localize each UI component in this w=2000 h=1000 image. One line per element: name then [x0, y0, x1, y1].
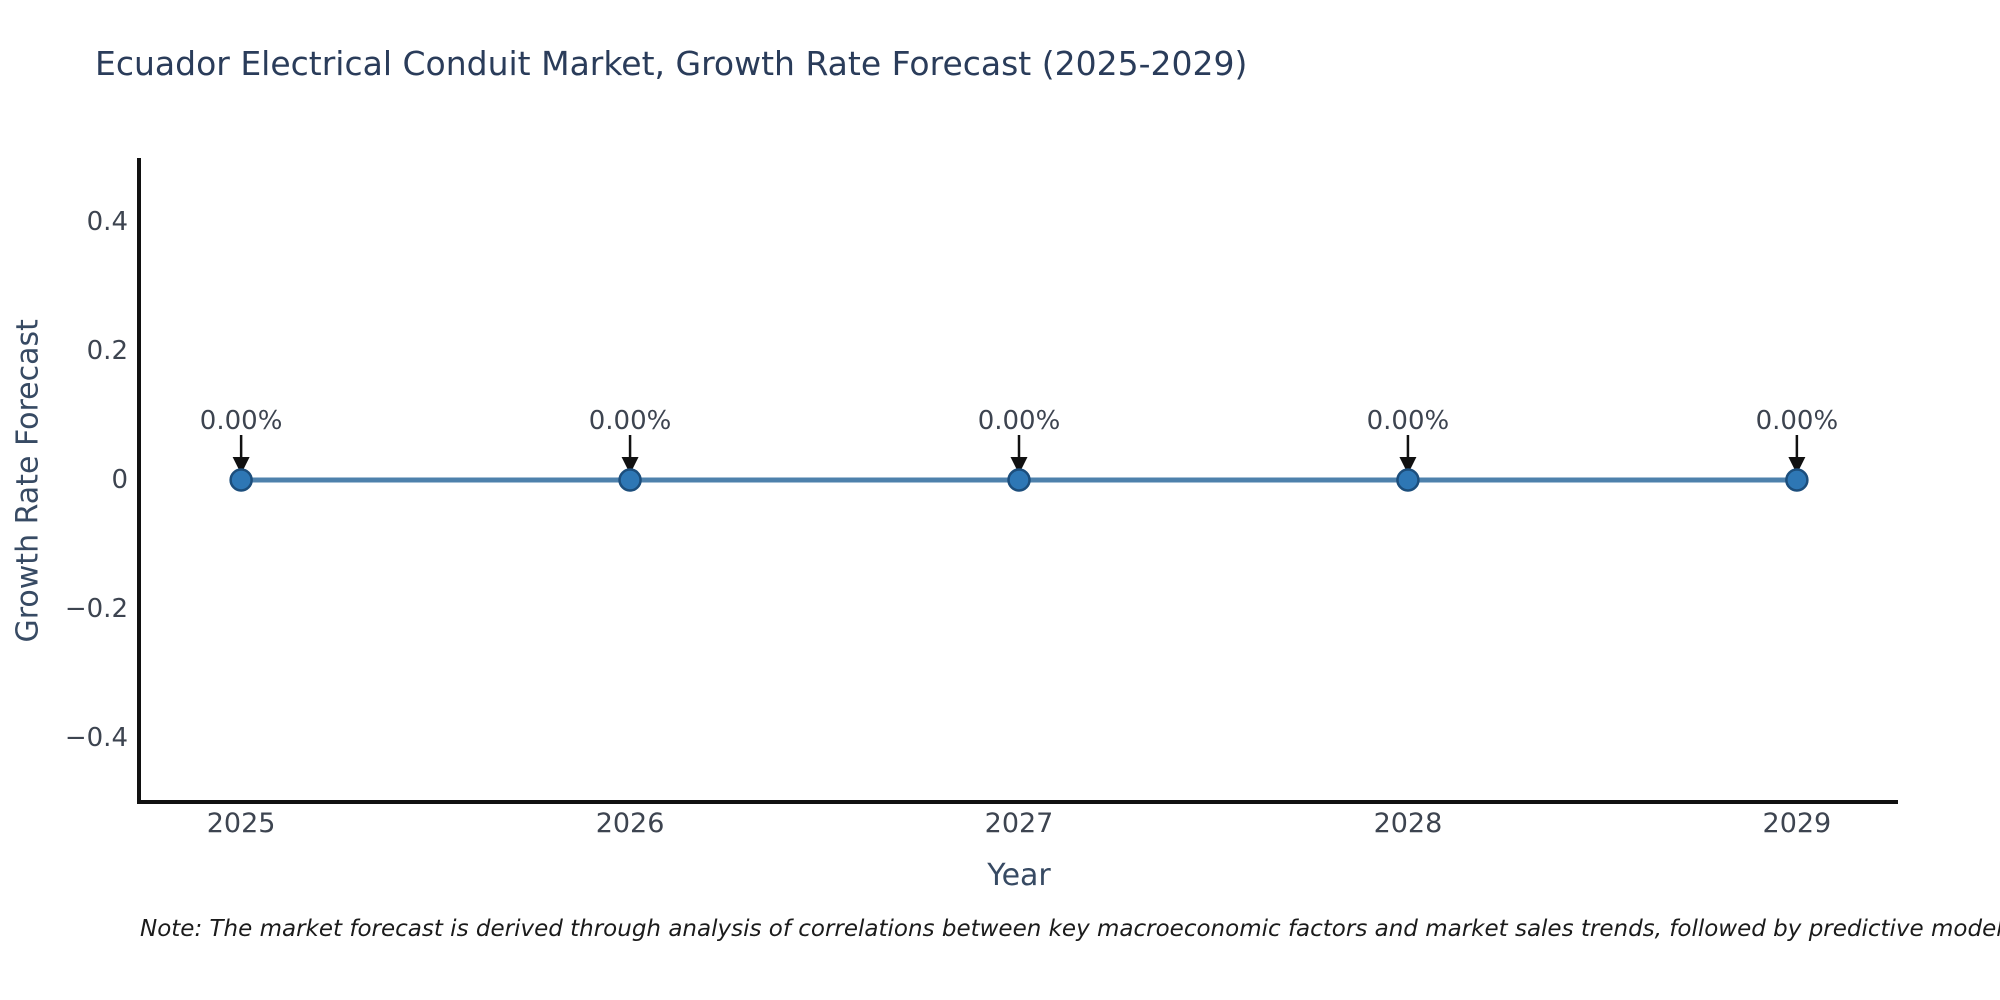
- y-tick-label: 0.4: [86, 207, 128, 238]
- y-tick-label: 0: [111, 465, 128, 495]
- data-point-marker: [1007, 468, 1031, 492]
- x-tick-label: 2028: [1373, 808, 1443, 839]
- data-point-marker: [1785, 468, 1809, 492]
- annotation-arrow-head: [232, 457, 250, 474]
- data-point-label: 0.00%: [199, 406, 283, 436]
- data-point-label: 0.00%: [1755, 406, 1839, 436]
- x-tick-label: 2026: [595, 808, 665, 839]
- annotation-arrow-head: [1788, 457, 1806, 474]
- annotation-arrow-head: [1399, 457, 1417, 474]
- data-point-marker: [1396, 468, 1420, 492]
- data-point-label: 0.00%: [588, 406, 672, 436]
- data-point-marker: [229, 468, 253, 492]
- x-tick-label: 2027: [984, 808, 1054, 839]
- x-tick-label: 2025: [206, 808, 276, 839]
- y-tick-label: 0.2: [86, 336, 128, 367]
- y-tick-label: −0.2: [64, 593, 128, 624]
- annotation-arrow-head: [621, 457, 639, 474]
- annotation-arrow-head: [1010, 457, 1028, 474]
- data-point-label: 0.00%: [1366, 406, 1450, 436]
- y-tick-label: −0.4: [64, 722, 128, 753]
- x-tick-label: 2029: [1762, 808, 1832, 839]
- chart-title: Ecuador Electrical Conduit Market, Growt…: [95, 44, 1248, 83]
- data-point-marker: [618, 468, 642, 492]
- data-point-label: 0.00%: [977, 406, 1061, 436]
- x-axis-title: Year: [987, 858, 1051, 893]
- footnote: Note: The market forecast is derived thr…: [140, 916, 2000, 942]
